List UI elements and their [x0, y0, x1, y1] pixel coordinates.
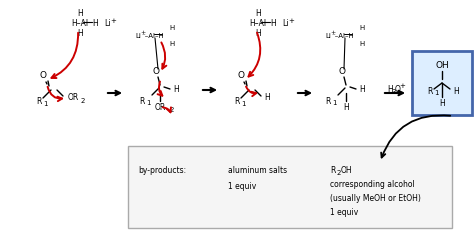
Text: H: H	[77, 10, 83, 18]
Text: H–Al: H–Al	[72, 20, 89, 28]
Text: ⁻H: ⁻H	[267, 20, 277, 28]
Text: H: H	[77, 30, 83, 38]
Text: by-products:: by-products:	[138, 166, 186, 175]
Text: 1 equiv: 1 equiv	[330, 208, 358, 217]
Text: 1: 1	[43, 101, 47, 107]
Text: H: H	[453, 86, 459, 96]
Text: Li: Li	[283, 20, 289, 28]
Text: OR: OR	[67, 93, 79, 103]
FancyBboxPatch shape	[128, 146, 452, 228]
Text: H–Al: H–Al	[249, 20, 266, 28]
Text: 2: 2	[81, 98, 85, 104]
Text: O: O	[39, 72, 46, 80]
Text: O: O	[395, 85, 401, 93]
Text: 2: 2	[170, 107, 174, 113]
Text: (usually MeOH or EtOH): (usually MeOH or EtOH)	[330, 194, 421, 203]
Text: H: H	[359, 25, 365, 31]
Text: +: +	[110, 18, 116, 24]
Text: H: H	[343, 103, 349, 112]
Text: OH: OH	[341, 166, 353, 175]
Text: ⁻H: ⁻H	[89, 20, 99, 28]
Text: H: H	[169, 25, 174, 31]
Text: H: H	[439, 99, 445, 107]
Text: 1: 1	[241, 101, 245, 107]
Text: H: H	[169, 41, 174, 47]
Text: Li: Li	[105, 20, 111, 28]
Text: +: +	[288, 18, 294, 24]
Text: O: O	[338, 66, 346, 75]
Text: O: O	[237, 72, 245, 80]
Text: H: H	[359, 41, 365, 47]
Text: OH: OH	[435, 61, 449, 69]
Text: H: H	[359, 85, 365, 93]
Text: H: H	[387, 85, 393, 93]
Text: H: H	[264, 93, 270, 103]
FancyBboxPatch shape	[412, 51, 472, 115]
Text: 1: 1	[434, 90, 438, 96]
Text: 1: 1	[332, 100, 336, 106]
Text: aluminum salts: aluminum salts	[228, 166, 287, 175]
Text: 1: 1	[146, 100, 150, 106]
Text: 2: 2	[337, 170, 341, 176]
Text: corresponding alcohol: corresponding alcohol	[330, 180, 415, 189]
Text: R: R	[428, 86, 433, 96]
Text: +: +	[399, 83, 405, 89]
Text: R: R	[36, 97, 42, 106]
Text: 3: 3	[392, 89, 396, 95]
Text: H: H	[173, 85, 179, 93]
Text: ⁻–Al–H: ⁻–Al–H	[332, 33, 355, 39]
Text: R: R	[325, 96, 331, 106]
Text: Li: Li	[135, 33, 141, 39]
Text: +: +	[140, 31, 146, 35]
Text: R: R	[330, 166, 336, 175]
Text: H: H	[255, 30, 261, 38]
Text: OR: OR	[155, 103, 165, 112]
Text: R: R	[234, 97, 240, 106]
Text: Li: Li	[325, 33, 331, 39]
Text: R: R	[139, 96, 145, 106]
Text: +: +	[330, 31, 336, 35]
Text: ⁻–Al–H: ⁻–Al–H	[142, 33, 164, 39]
Text: O: O	[153, 66, 159, 75]
Text: 1 equiv: 1 equiv	[228, 182, 256, 191]
Text: H: H	[255, 10, 261, 18]
